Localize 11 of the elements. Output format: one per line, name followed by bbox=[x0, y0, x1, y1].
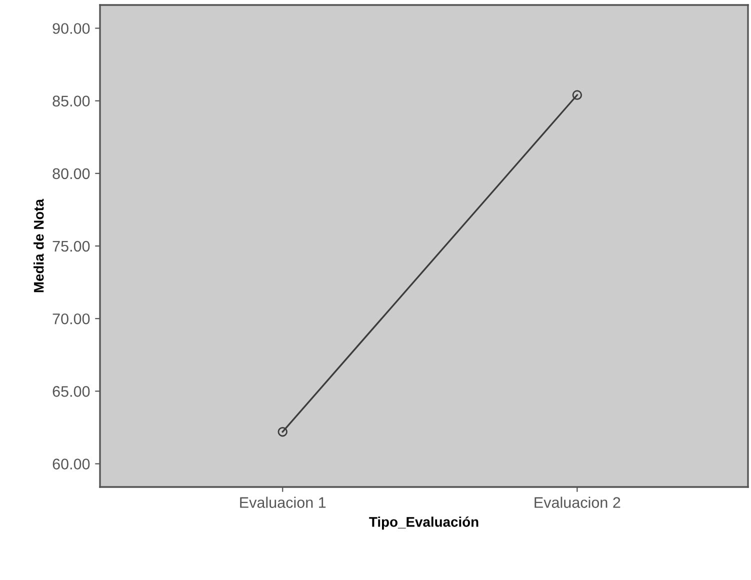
y-tick-label: 65.00 bbox=[52, 386, 90, 397]
x-tick-label: Evaluacion 2 bbox=[534, 496, 620, 508]
y-axis-title: Media de Nota bbox=[34, 198, 44, 292]
x-axis-title: Tipo_Evaluación bbox=[369, 516, 478, 530]
x-tick-label: Evaluacion 1 bbox=[240, 496, 326, 508]
y-tick-label: 70.00 bbox=[52, 313, 90, 324]
y-tick-label: 85.00 bbox=[52, 96, 90, 107]
y-tick-label: 75.00 bbox=[52, 240, 90, 252]
y-tick-label: 90.00 bbox=[52, 23, 90, 34]
y-tick-label: 80.00 bbox=[52, 168, 90, 180]
y-tick-label: 60.00 bbox=[52, 458, 90, 470]
